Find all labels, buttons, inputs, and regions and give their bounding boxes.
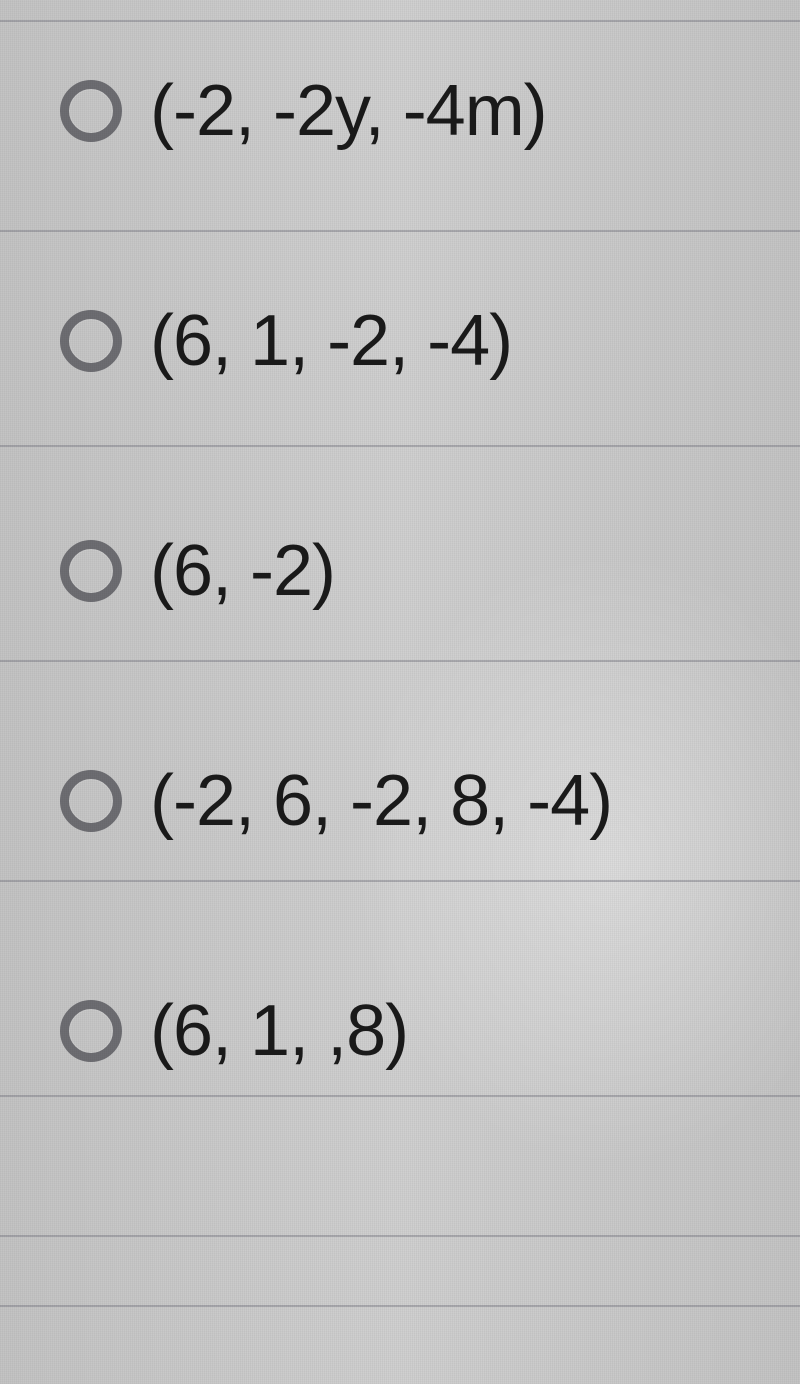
option-label: (6, 1, ,8) [150, 990, 408, 1072]
radio-icon[interactable] [60, 80, 122, 142]
radio-icon[interactable] [60, 540, 122, 602]
answer-option[interactable]: (6, -2) [60, 530, 800, 612]
radio-icon[interactable] [60, 310, 122, 372]
answer-options: (-2, -2y, -4m) (6, 1, -2, -4) (6, -2) (-… [60, 70, 800, 1220]
option-label: (-2, 6, -2, 8, -4) [150, 760, 612, 842]
answer-option[interactable]: (6, 1, -2, -4) [60, 300, 800, 382]
answer-option[interactable]: (-2, 6, -2, 8, -4) [60, 760, 800, 842]
option-label: (6, -2) [150, 530, 335, 612]
option-label: (6, 1, -2, -4) [150, 300, 512, 382]
answer-option[interactable]: (6, 1, ,8) [60, 990, 800, 1072]
radio-icon[interactable] [60, 1000, 122, 1062]
answer-option[interactable]: (-2, -2y, -4m) [60, 70, 800, 152]
option-label: (-2, -2y, -4m) [150, 70, 547, 152]
radio-icon[interactable] [60, 770, 122, 832]
